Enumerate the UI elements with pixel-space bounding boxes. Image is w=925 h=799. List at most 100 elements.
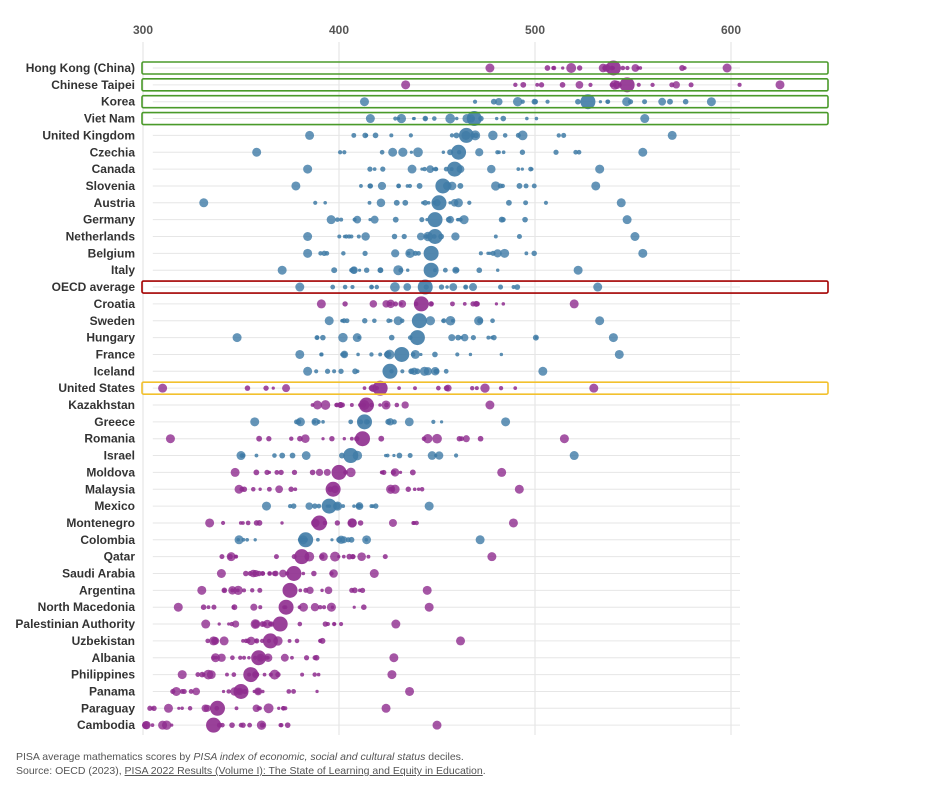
decile-dot [401,401,409,409]
average-point [447,161,463,177]
decile-dot [576,149,582,155]
decile-dot [317,604,323,610]
low-decile-point [303,366,313,376]
country-label: Qatar [104,550,136,564]
decile-dot [342,437,346,441]
decile-dot [377,181,387,191]
country-label: Malaysia [85,482,135,496]
decile-dot [377,267,383,273]
country-label: Belgium [88,246,135,260]
high-decile-point [589,383,599,393]
decile-dot [256,520,263,526]
decile-dot [445,285,449,289]
decile-dot [414,520,419,526]
decile-dot [393,316,403,326]
decile-dot [282,384,291,393]
decile-dot [361,232,370,241]
decile-dot [332,369,337,374]
decile-dot [316,672,321,677]
decile-dot [576,65,583,71]
decile-dot [293,487,298,492]
decile-dot [419,217,425,223]
decile-dot [598,100,603,104]
decile-dot [394,402,400,408]
decile-dot [306,586,314,595]
decile-dot [334,520,341,526]
average-point [605,60,621,76]
decile-dot [398,147,408,157]
decile-dot [441,150,446,154]
country-label: Iceland [94,364,135,378]
decile-dot [737,82,742,87]
decile-dot [544,65,551,71]
low-decile-point [205,518,215,528]
decile-dot [335,217,340,222]
decile-dot [384,349,395,360]
decile-dot [500,216,506,223]
decile-dot [497,150,501,155]
decile-dot [523,200,529,206]
decile-dot [516,167,521,171]
decile-dot [324,368,331,374]
decile-dot [150,723,155,727]
decile-dot [357,268,362,272]
decile-dot [434,167,439,172]
decile-dot [379,470,384,475]
decile-dot [386,299,395,309]
source-link[interactable]: PISA 2022 Results (Volume I): The State … [124,765,483,777]
decile-dot [245,537,250,542]
decile-dot [474,386,479,391]
decile-dot [320,334,326,341]
decile-dot [322,605,327,610]
decile-dot [340,350,349,359]
decile-dot [397,386,401,391]
high-decile-point [424,602,434,612]
decile-dot [435,451,444,460]
decile-dot [231,604,238,611]
average-point [458,127,474,143]
decile-dot [410,367,418,376]
decile-dot [449,283,458,291]
decile-dot [470,301,476,307]
decile-dot [227,622,231,626]
decile-dot [233,585,243,596]
decile-dot [501,302,506,306]
decile-dot [423,434,433,444]
decile-dot [605,99,611,104]
decile-dot [346,234,352,239]
high-decile-point [381,703,391,713]
decile-dot [543,200,549,205]
country-label: Slovenia [86,179,136,193]
decile-dot [181,688,187,695]
decile-dot [404,417,414,427]
decile-dot [376,198,386,208]
decile-dot [141,721,150,730]
average-point [358,397,374,413]
decile-dot [320,400,331,410]
decile-dot [425,316,436,326]
decile-dot [247,722,253,728]
decile-dot [331,267,338,274]
decile-dot [187,706,193,711]
decile-dot [405,248,415,259]
decile-dot [453,453,459,458]
decile-dot [392,453,396,458]
decile-dot [311,417,320,426]
decile-dot [367,200,372,205]
decile-dot [388,334,395,341]
decile-dot [413,147,423,158]
decile-dot [446,215,455,224]
high-decile-point [422,585,432,595]
low-decile-point [226,552,236,562]
decile-dot [313,200,318,205]
decile-dot [688,82,694,88]
high-decile-point [569,451,579,461]
high-decile-point [405,686,415,696]
decile-dot [286,689,292,694]
decile-dot [353,215,362,224]
decile-dot [334,403,339,407]
decile-dot [312,672,317,677]
decile-dot [230,655,235,661]
decile-dot [289,436,294,441]
average-point [321,498,337,514]
